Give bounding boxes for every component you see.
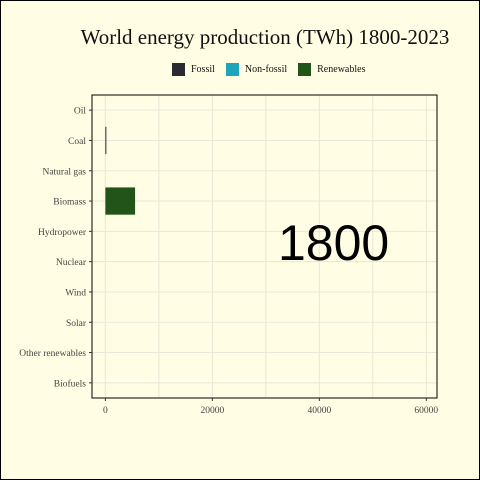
legend-swatch-fossil: [172, 63, 185, 76]
legend: Fossil Non-fossil Renewables: [172, 63, 376, 76]
plot-border: [91, 94, 438, 399]
x-tick-label: 20000: [200, 406, 224, 416]
x-tick-label: 60000: [414, 406, 438, 416]
y-tick-label: Wind: [65, 288, 86, 298]
y-tick-label: Biomass: [53, 198, 86, 208]
y-tick-label: Nuclear: [56, 258, 87, 268]
bar-biomass: [105, 187, 136, 215]
plot-panel: [92, 95, 437, 398]
legend-swatch-non-fossil: [225, 63, 239, 76]
legend-item-renewables: Renewables: [298, 63, 365, 76]
y-tick-label: Solar: [66, 319, 87, 329]
x-tick-label: 0: [103, 406, 108, 416]
x-tick-label: 40000: [307, 406, 331, 416]
y-tick-label: Biofuels: [54, 378, 86, 389]
legend-label-renewables: Renewables: [317, 64, 366, 75]
year-label: 1800: [278, 215, 390, 271]
y-tick-label: Oil: [74, 107, 87, 117]
y-tick-label: Other renewables: [19, 349, 86, 359]
chart-title: World energy production (TWh) 1800-2023: [80, 25, 450, 49]
y-tick-label: Natural gas: [42, 167, 86, 177]
legend-label-non-fossil: Non-fossil: [244, 64, 288, 75]
legend-item-fossil: Fossil: [172, 63, 215, 76]
legend-item-non-fossil: Non-fossil: [225, 63, 288, 76]
legend-label-fossil: Fossil: [191, 64, 215, 75]
bar-coal: [105, 126, 107, 155]
legend-swatch-renewables: [298, 63, 312, 76]
y-tick-label: Hydropower: [38, 228, 87, 238]
y-tick-label: Coal: [68, 137, 86, 147]
